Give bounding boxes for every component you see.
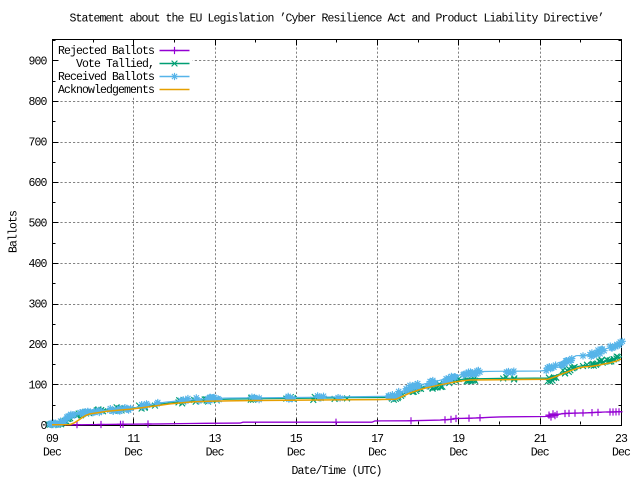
svg-text:Dec: Dec [612,447,631,460]
svg-text:Date/Time (UTC): Date/Time (UTC) [291,465,381,478]
svg-text:500: 500 [28,217,47,230]
svg-text:Ballots: Ballots [8,211,21,253]
svg-text:200: 200 [28,339,47,352]
svg-text:17: 17 [371,433,383,446]
svg-text:Dec: Dec [206,447,225,460]
svg-text:0: 0 [40,420,47,433]
svg-text:19: 19 [452,433,465,446]
svg-text:09: 09 [46,433,59,446]
svg-text:11: 11 [127,433,140,446]
svg-text:300: 300 [28,298,47,311]
svg-text:Rejected Ballots: Rejected Ballots [58,45,154,58]
svg-text:21: 21 [534,433,547,446]
svg-text:Dec: Dec [287,447,306,460]
svg-text:Dec: Dec [449,447,468,460]
svg-text:700: 700 [28,136,47,149]
svg-text:23: 23 [615,433,628,446]
svg-text:900: 900 [28,55,47,68]
svg-text:15: 15 [290,433,303,446]
svg-text:Vote Tallied,: Vote Tallied, [76,58,154,71]
svg-text:Dec: Dec [368,447,387,460]
svg-text:Dec: Dec [43,447,62,460]
svg-text:Acknowledgements: Acknowledgements [58,84,154,97]
svg-text:Received Ballots: Received Ballots [58,71,154,84]
svg-text:600: 600 [28,177,47,190]
svg-text:Statement about the EU Legisla: Statement about the EU Legislation ’Cybe… [69,13,603,26]
svg-text:Dec: Dec [124,447,143,460]
svg-text:13: 13 [209,433,222,446]
svg-text:100: 100 [28,379,47,392]
svg-text:800: 800 [28,96,47,109]
svg-text:Dec: Dec [531,447,550,460]
svg-text:400: 400 [28,258,47,271]
